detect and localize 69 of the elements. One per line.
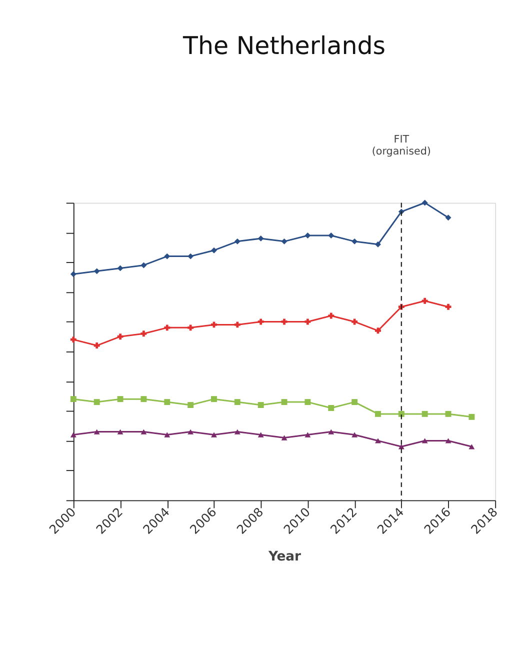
point: [281, 238, 288, 244]
x-axis-title: Year: [267, 549, 302, 564]
point: [117, 265, 124, 272]
point: [117, 429, 124, 434]
point: [140, 396, 147, 402]
point: [258, 318, 264, 325]
point: [94, 342, 100, 349]
point: [234, 238, 240, 244]
point: [188, 324, 194, 331]
point: [234, 399, 240, 406]
point: [352, 318, 358, 325]
point: [445, 214, 452, 221]
point: [281, 399, 288, 406]
point: [328, 312, 334, 319]
point: [188, 429, 194, 434]
point: [375, 328, 381, 334]
point: [211, 396, 217, 402]
point: [352, 432, 358, 438]
point: [211, 322, 217, 328]
point: [70, 336, 76, 343]
point: [140, 429, 147, 434]
point: [352, 399, 358, 406]
point: [164, 399, 170, 406]
point: [352, 238, 358, 244]
point: [328, 429, 334, 434]
point: [117, 334, 124, 340]
point: [375, 410, 381, 417]
point: [422, 200, 428, 206]
point: [468, 414, 475, 420]
point: [164, 432, 170, 438]
point: [211, 247, 217, 254]
point: [94, 268, 100, 274]
point: [211, 432, 217, 438]
point: [70, 432, 76, 438]
point: [258, 432, 264, 438]
point: [94, 399, 100, 406]
point: [422, 438, 428, 444]
point: [304, 399, 311, 406]
point: [328, 232, 334, 238]
point: [140, 330, 147, 337]
point: [304, 232, 311, 238]
point: [188, 402, 194, 408]
point: [422, 298, 428, 304]
point: [140, 262, 147, 268]
point: [304, 318, 311, 325]
point: [281, 318, 288, 325]
point: [70, 271, 76, 278]
point: [117, 396, 124, 402]
point: [258, 402, 264, 408]
point: [164, 324, 170, 331]
point: [94, 429, 100, 434]
point: [70, 396, 76, 402]
point: [234, 429, 240, 434]
point: [281, 435, 288, 440]
point: [328, 405, 334, 411]
point: [468, 444, 475, 450]
point: [188, 253, 194, 260]
point: [258, 235, 264, 242]
point: [304, 432, 311, 438]
point: [422, 410, 428, 417]
point: [445, 410, 452, 417]
ref-line-label: FIT (organised): [372, 134, 431, 158]
point: [375, 241, 381, 248]
point: [398, 410, 404, 417]
point: [445, 304, 452, 310]
chart-title: The Netherlands: [182, 31, 386, 60]
point: [234, 322, 240, 328]
point: [375, 438, 381, 444]
point: [445, 438, 452, 444]
